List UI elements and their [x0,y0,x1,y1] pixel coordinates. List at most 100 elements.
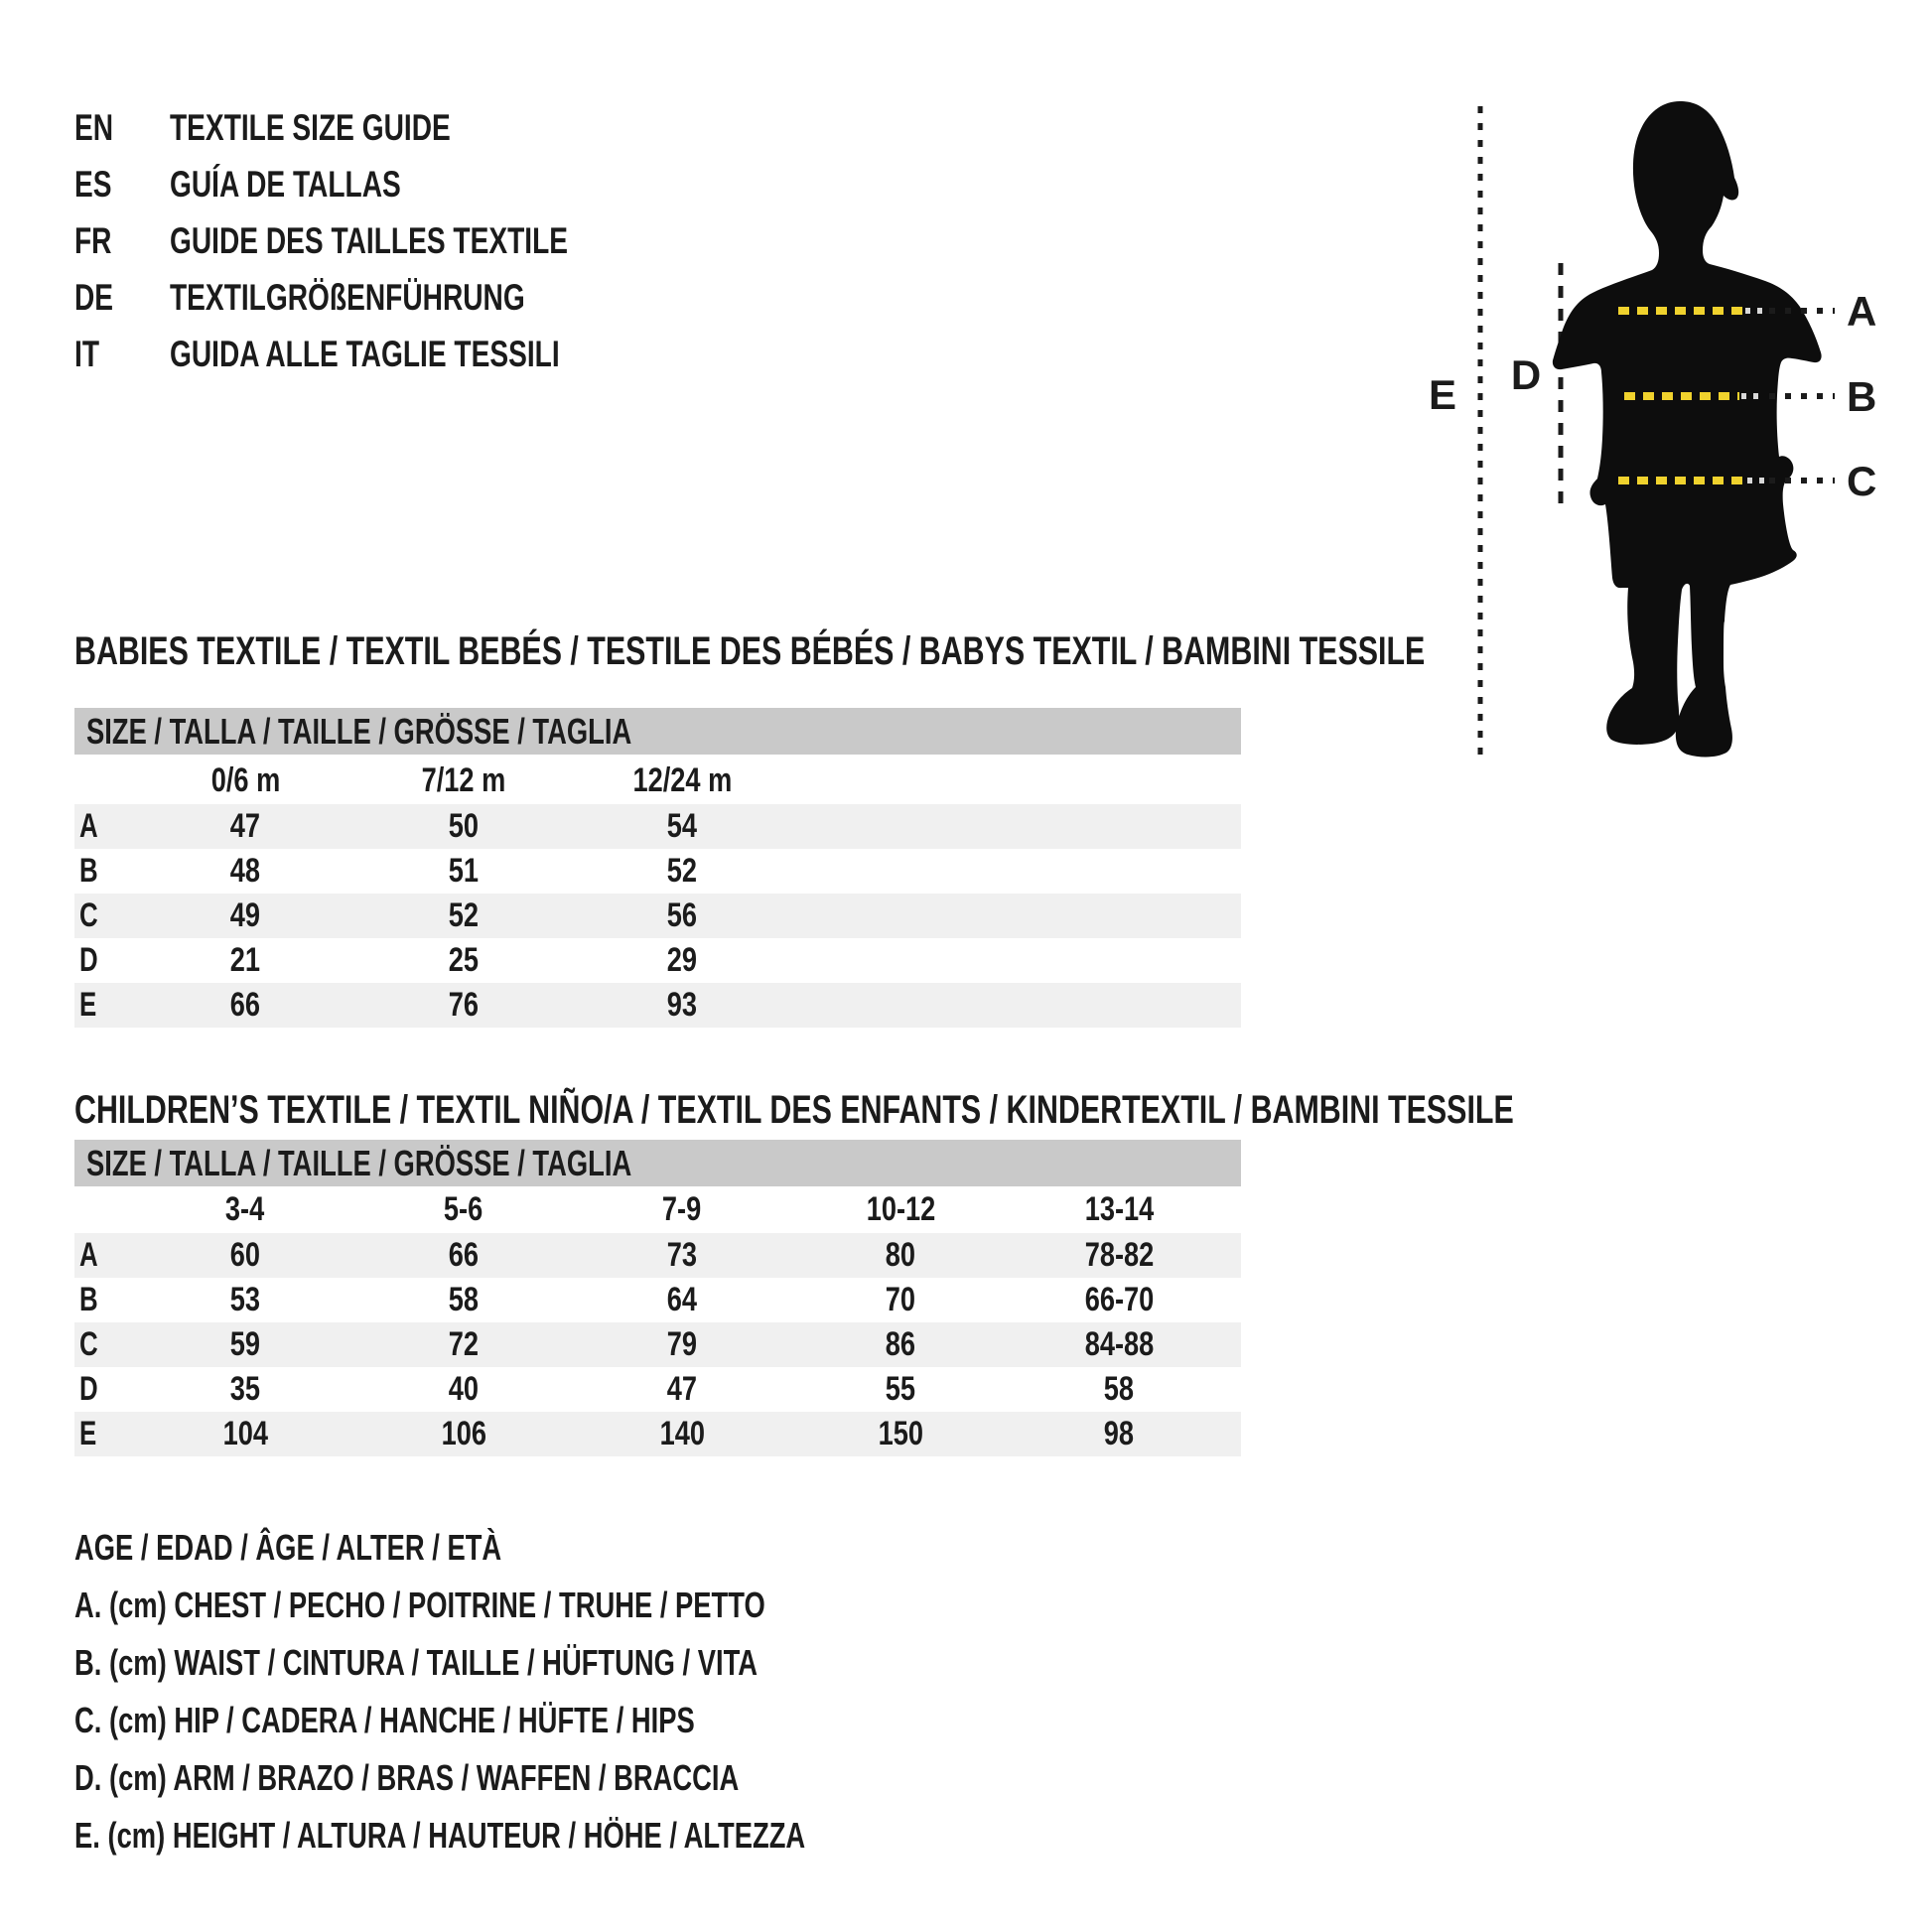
empty-cell [74,757,136,804]
language-code: DE [74,276,114,318]
row-label: C [79,1325,98,1363]
language-code: EN [74,106,114,148]
table-cell: 58 [1103,1370,1135,1408]
language-title: TEXTILGRÖßENFÜHRUNG [170,276,525,318]
language-title-list: EN TEXTILE SIZE GUIDE ES GUÍA DE TALLAS … [74,99,694,382]
column-header: 0/6 m [210,760,280,799]
table-cell: 21 [229,941,261,979]
table-cell: 35 [229,1370,261,1408]
table-cell: 59 [229,1325,261,1363]
babies-section-heading: BABIES TEXTILE / TEXTIL BEBÉS / TESTILE … [74,629,1426,673]
language-title: GUÍA DE TALLAS [170,163,401,205]
empty-cell [74,1186,136,1233]
legend-line-hip: C. (cm) HIP / CADERA / HANCHE / HÜFTE / … [74,1700,695,1740]
table-cell: 78-82 [1084,1236,1154,1274]
table-row: C 59 72 79 86 84-88 [74,1322,1241,1367]
language-row-it: IT GUIDA ALLE TAGLIE TESSILI [74,326,694,382]
language-row-fr: FR GUIDE DES TAILLES TEXTILE [74,212,694,269]
table-cell: 40 [448,1370,480,1408]
table-cell: 80 [885,1236,916,1274]
table-cell: 47 [229,807,261,845]
table-cell: 84-88 [1084,1325,1154,1363]
table-cell: 150 [878,1415,923,1452]
row-label: A [79,807,98,845]
row-label: A [79,1236,98,1274]
child-silhouette-diagram: E D A B C [1430,101,1876,762]
language-code: IT [74,333,99,374]
table-cell: 55 [885,1370,916,1408]
table-cell: 29 [666,941,698,979]
table-cell: 49 [229,897,261,934]
table-cell: 54 [666,807,698,845]
row-label: B [79,852,98,890]
table-row: E 104 106 140 150 98 [74,1412,1241,1456]
row-label: C [79,897,98,934]
table-cell: 98 [1103,1415,1135,1452]
children-section-heading: CHILDREN’S TEXTILE / TEXTIL NIÑO/A / TEX… [74,1088,1514,1132]
table-row: B 53 58 64 70 66-70 [74,1278,1241,1322]
language-code: ES [74,163,112,205]
table-cell: 52 [666,852,698,890]
table-cell: 70 [885,1281,916,1318]
table-cell: 50 [448,807,480,845]
marker-label-a: A [1847,288,1876,335]
table-row: B 48 51 52 [74,849,1241,894]
table-cell: 86 [885,1325,916,1363]
column-header: 3-4 [225,1190,265,1228]
language-title: TEXTILE SIZE GUIDE [170,106,451,148]
legend-line-chest: A. (cm) CHEST / PECHO / POITRINE / TRUHE… [74,1585,765,1625]
table-cell: 56 [666,897,698,934]
row-label: D [79,941,98,979]
children-table: A 60 66 73 80 78-82 B 53 58 64 70 66-70 … [74,1233,1241,1456]
table-cell: 53 [229,1281,261,1318]
column-header: 13-14 [1084,1190,1154,1228]
table-cell: 66 [229,986,261,1024]
table-cell: 76 [448,986,480,1024]
table-cell: 51 [448,852,480,890]
table-cell: 47 [666,1370,698,1408]
table-cell: 64 [666,1281,698,1318]
row-label: E [79,1415,97,1452]
marker-label-e: E [1430,371,1456,418]
column-header: 10-12 [866,1190,935,1228]
legend-line-height: E. (cm) HEIGHT / ALTURA / HAUTEUR / HÖHE… [74,1815,806,1856]
legend-line-arm: D. (cm) ARM / BRAZO / BRAS / WAFFEN / BR… [74,1757,740,1798]
table-cell: 106 [441,1415,486,1452]
row-label: E [79,986,97,1024]
children-column-headers: 3-4 5-6 7-9 10-12 13-14 [74,1186,1241,1233]
column-header: 7/12 m [421,760,506,799]
table-cell: 52 [448,897,480,934]
language-row-es: ES GUÍA DE TALLAS [74,156,694,212]
table-cell: 73 [666,1236,698,1274]
language-code: FR [74,219,112,261]
table-row: D 21 25 29 [74,938,1241,983]
table-row: E 66 76 93 [74,983,1241,1028]
table-cell: 140 [659,1415,705,1452]
marker-label-d: D [1511,351,1541,398]
children-size-header-bar: SIZE / TALLA / TAILLE / GRÖSSE / TAGLIA [74,1140,1241,1186]
babies-size-header-bar: SIZE / TALLA / TAILLE / GRÖSSE / TAGLIA [74,708,1241,755]
language-title: GUIDA ALLE TAGLIE TESSILI [170,333,560,374]
legend-line-waist: B. (cm) WAIST / CINTURA / TAILLE / HÜFTU… [74,1642,759,1683]
table-cell: 104 [222,1415,268,1452]
table-cell: 79 [666,1325,698,1363]
table-cell: 60 [229,1236,261,1274]
table-cell: 25 [448,941,480,979]
marker-label-c: C [1847,458,1876,504]
table-cell: 58 [448,1281,480,1318]
legend-line-age: AGE / EDAD / ÂGE / ALTER / ETÀ [74,1527,502,1568]
language-row-de: DE TEXTILGRÖßENFÜHRUNG [74,269,694,326]
column-header: 7-9 [662,1190,702,1228]
column-header: 5-6 [444,1190,483,1228]
table-row: A 60 66 73 80 78-82 [74,1233,1241,1278]
language-row-en: EN TEXTILE SIZE GUIDE [74,99,694,156]
row-label: D [79,1370,98,1408]
child-silhouette [1552,101,1822,758]
babies-table: A 47 50 54 B 48 51 52 C 49 52 56 D 21 25… [74,804,1241,1028]
table-row: A 47 50 54 [74,804,1241,849]
table-row: D 35 40 47 55 58 [74,1367,1241,1412]
babies-column-headers: 0/6 m 7/12 m 12/24 m [74,757,1241,804]
table-cell: 66 [448,1236,480,1274]
table-cell: 48 [229,852,261,890]
table-cell: 66-70 [1084,1281,1154,1318]
